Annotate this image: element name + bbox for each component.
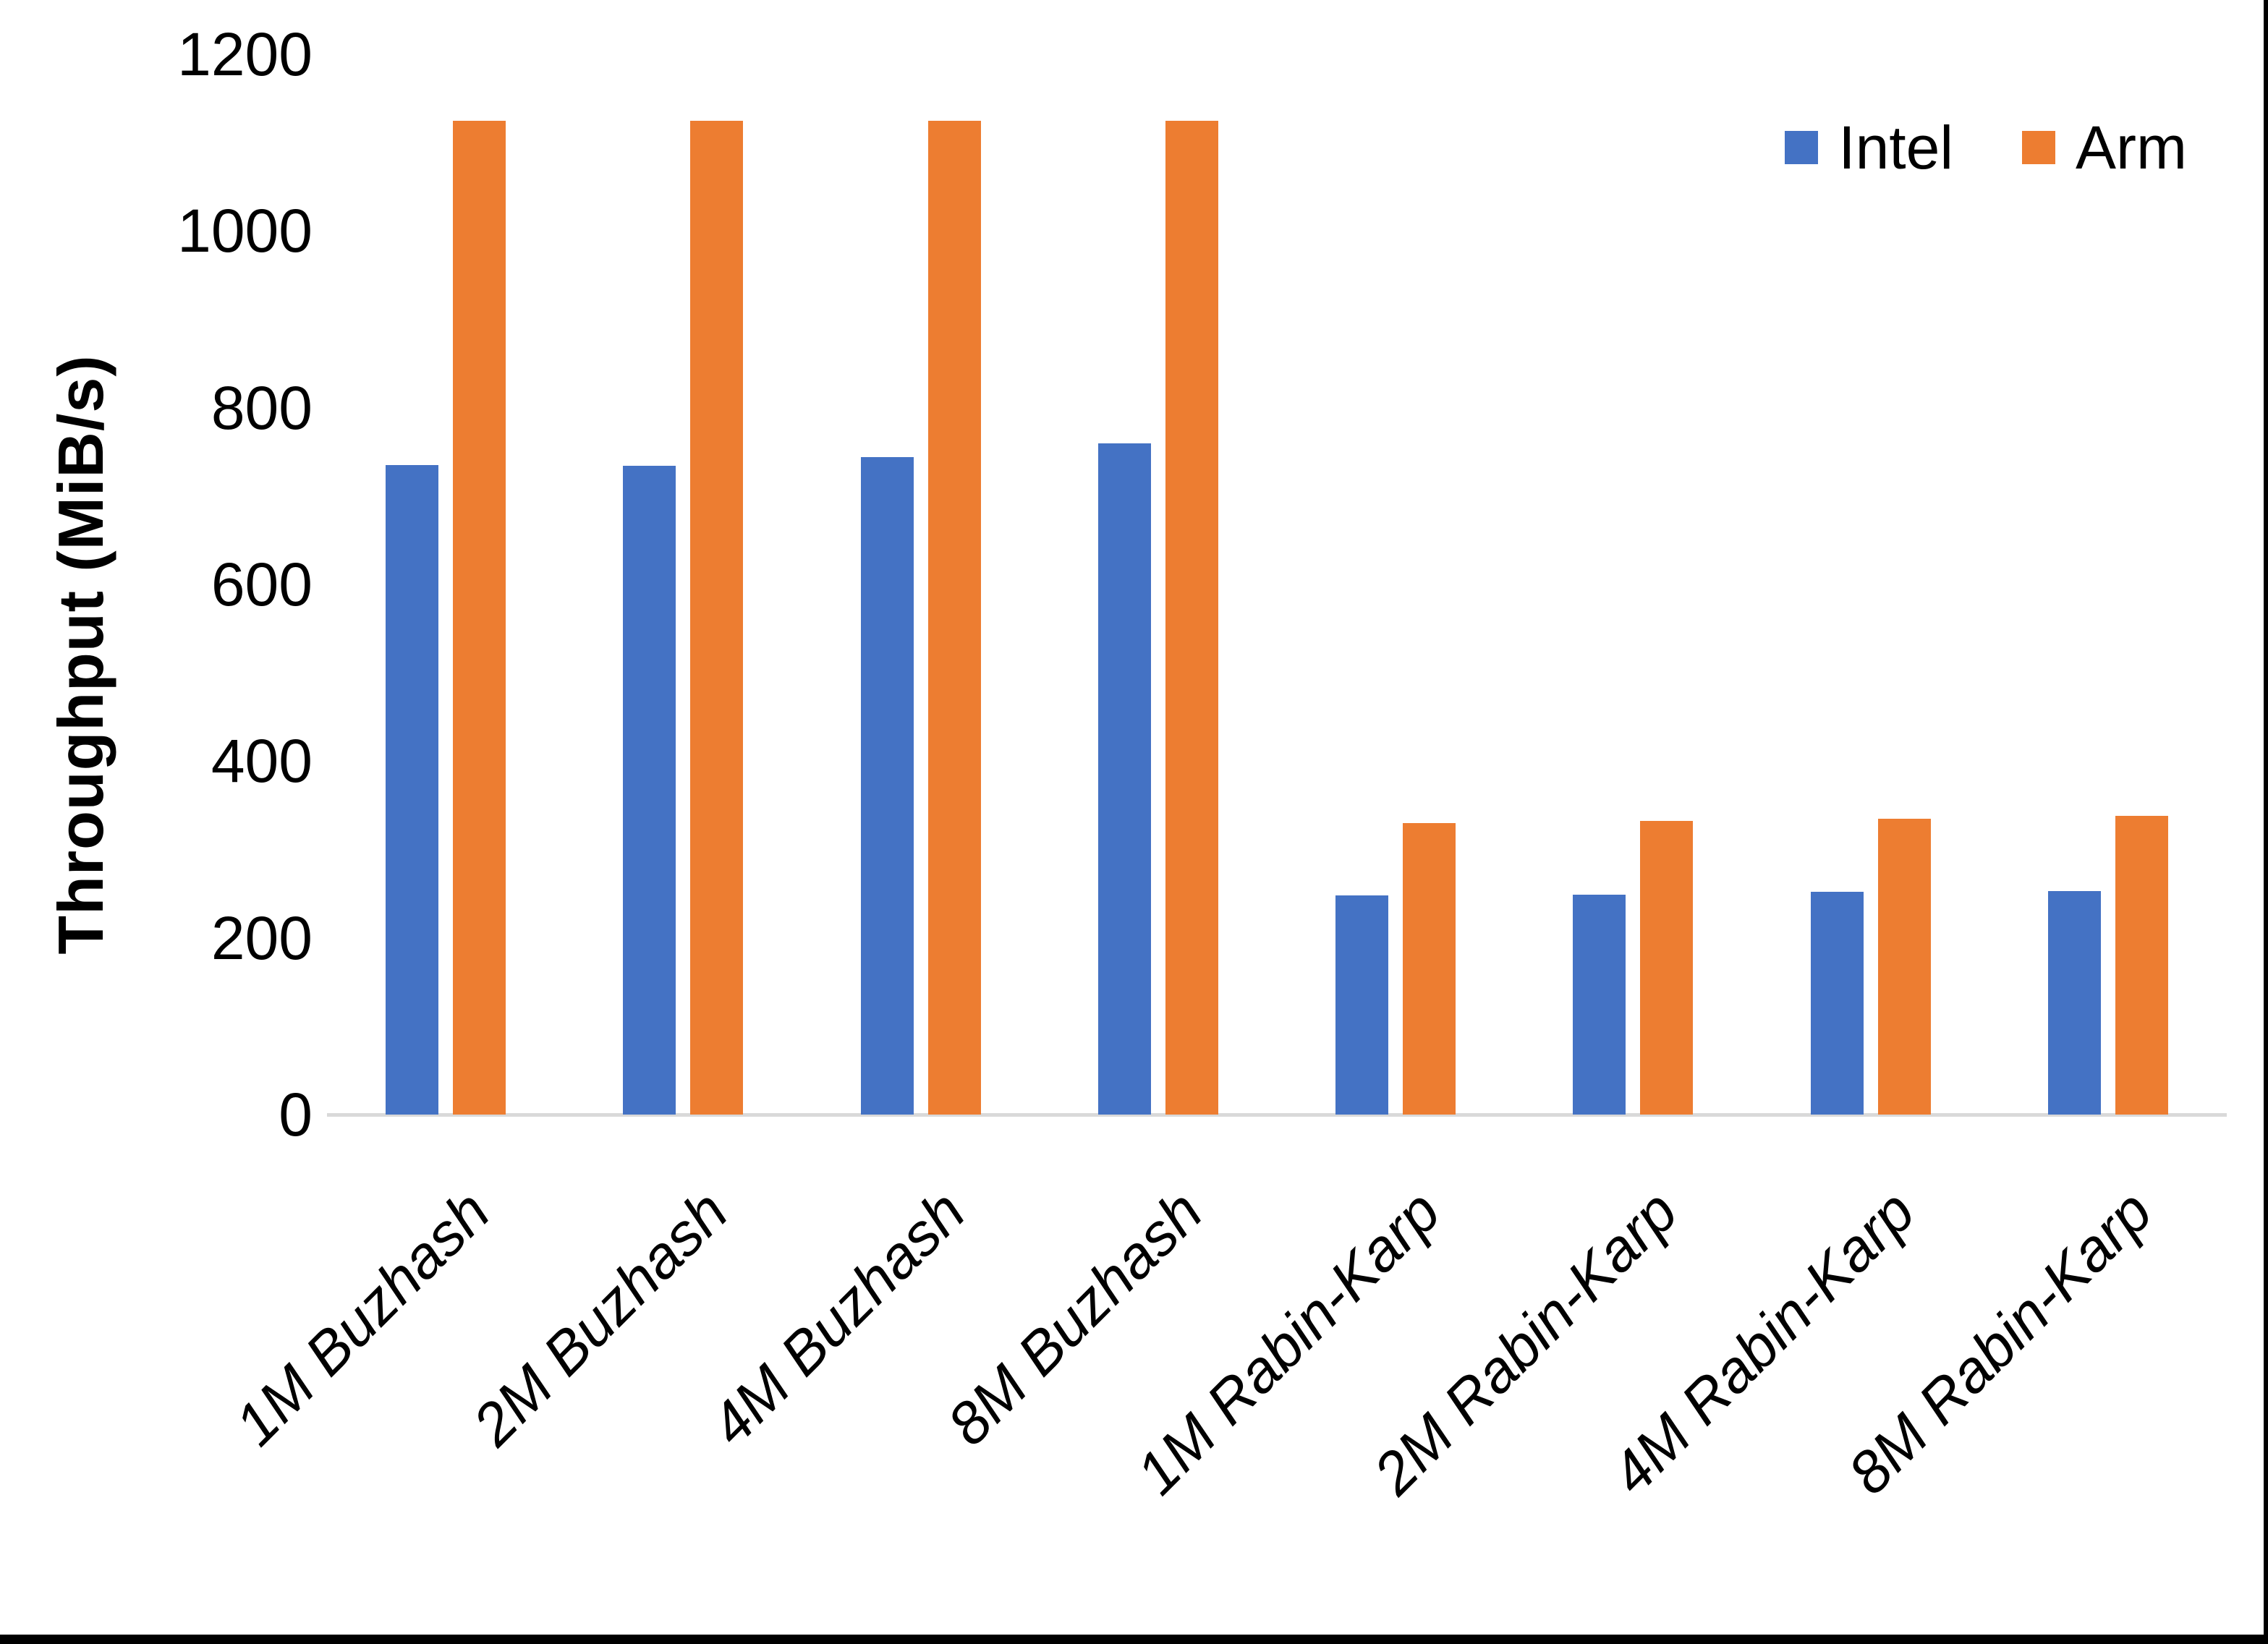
bar-intel-8m-buzhash	[1097, 443, 1151, 1115]
bar-arm-4m-rabin-karp	[1877, 818, 1931, 1115]
y-tick-label: 800	[211, 373, 313, 442]
y-tick-label: 400	[211, 727, 313, 796]
bar-arm-8m-rabin-karp	[2115, 816, 2168, 1115]
bar-arm-2m-rabin-karp	[1640, 821, 1694, 1115]
x-category-label: 2M Buzhash	[460, 1178, 741, 1458]
x-axis-line	[327, 1113, 2227, 1117]
bar-arm-4m-buzhash	[927, 120, 981, 1115]
y-tick-label: 1000	[177, 197, 313, 265]
bar-arm-2m-buzhash	[690, 120, 744, 1115]
bar-intel-8m-rabin-karp	[2047, 890, 2101, 1115]
y-tick-label: 200	[211, 903, 313, 972]
bar-intel-1m-buzhash	[386, 465, 439, 1115]
bar-arm-8m-buzhash	[1165, 120, 1218, 1115]
legend-swatch-arm-icon	[2022, 131, 2056, 164]
window-edge-right	[2264, 0, 2268, 1644]
bar-intel-4m-rabin-karp	[1810, 892, 1864, 1115]
legend-item-intel: Intel	[1785, 114, 1953, 181]
bar-arm-1m-rabin-karp	[1403, 822, 1456, 1115]
legend-label-intel: Intel	[1838, 114, 1954, 182]
legend: Intel Arm	[1785, 114, 2187, 181]
window-edge-bottom	[0, 1635, 2268, 1644]
bar-intel-1m-rabin-karp	[1335, 895, 1389, 1115]
bar-intel-2m-rabin-karp	[1573, 894, 1626, 1115]
bar-arm-1m-buzhash	[453, 120, 506, 1115]
y-axis-title: Throughput (MiB/s)	[45, 354, 116, 955]
y-tick-label: 0	[279, 1081, 313, 1149]
bar-intel-2m-buzhash	[623, 466, 676, 1115]
bar-intel-4m-buzhash	[860, 457, 914, 1115]
y-tick-label: 600	[211, 550, 313, 618]
legend-item-arm: Arm	[2022, 114, 2187, 181]
legend-swatch-intel-icon	[1785, 131, 1819, 164]
x-category-label: 1M Buzhash	[223, 1178, 503, 1458]
x-category-label: 4M Buzhash	[697, 1178, 978, 1458]
y-tick-label: 1200	[177, 20, 313, 88]
legend-label-arm: Arm	[2076, 114, 2187, 182]
